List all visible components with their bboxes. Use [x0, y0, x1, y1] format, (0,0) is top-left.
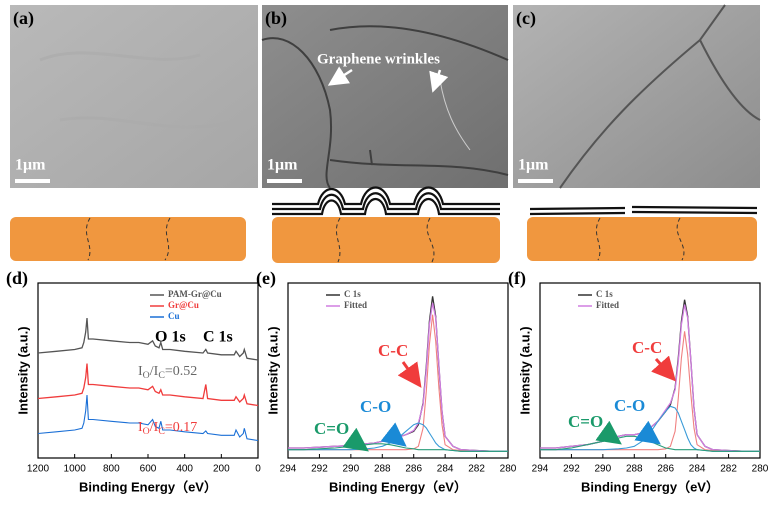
x-tick-label: 800 — [103, 464, 120, 475]
annotation-part: C — [158, 370, 165, 381]
annotation-part: O — [143, 426, 150, 437]
panel-label: (b) — [265, 8, 287, 29]
sem-image — [10, 5, 258, 188]
x-tick-label: 288 — [626, 464, 643, 475]
annotation-part: =0.52 — [165, 364, 197, 379]
plot-frame — [287, 282, 509, 459]
annotation: Graphene wrinkles — [317, 51, 440, 67]
copper — [272, 217, 500, 263]
copper — [527, 217, 757, 261]
x-tick-label: 400 — [176, 464, 193, 475]
x-tick-label: 0 — [255, 464, 261, 475]
plot-frame — [539, 282, 761, 459]
arrow — [327, 66, 353, 86]
x-axis-label: Binding Energy（eV） — [79, 479, 217, 494]
annotation: IO/IC=0.52 — [138, 364, 197, 381]
annotation: C=O — [568, 412, 603, 431]
y-axis-label: Intensity (a.u.) — [517, 326, 532, 414]
x-axis-label: Binding Energy（eV） — [581, 479, 719, 494]
schematics — [10, 186, 758, 263]
x-tick-label: 200 — [213, 464, 230, 475]
panel-label: (f) — [508, 268, 526, 289]
annotation-part: O — [143, 370, 150, 381]
annotation-part: I — [138, 364, 143, 379]
series-line — [37, 317, 259, 361]
x-tick-label: 282 — [468, 464, 485, 475]
x-tick-label: 292 — [563, 464, 580, 475]
annotation: IO/IC=0.17 — [138, 420, 197, 437]
copper — [10, 217, 246, 261]
scale-bar-label: 1μm — [267, 157, 298, 174]
scale-bar-label: 1μm — [518, 157, 549, 174]
legend-label: C 1s — [344, 289, 361, 299]
arrow — [634, 420, 661, 445]
scale-bar-label: 1μm — [15, 157, 46, 174]
panel-label: (a) — [13, 8, 34, 29]
x-tick-label: 294 — [532, 464, 549, 475]
arrow — [595, 420, 622, 445]
y-axis-label: Intensity (a.u.) — [265, 326, 280, 414]
legend-label: Fitted — [596, 300, 619, 310]
panel-label: (c) — [516, 8, 536, 29]
x-tick-label: 284 — [437, 464, 454, 475]
annotation: C-C — [378, 341, 408, 360]
series-line — [37, 394, 259, 442]
panel-label: (e) — [256, 268, 276, 289]
annotation-part: =0.17 — [165, 420, 197, 435]
annotation-part: I — [138, 420, 143, 435]
sem-images — [10, 4, 761, 189]
panel-label: (d) — [6, 268, 28, 289]
x-tick-label: 600 — [140, 464, 157, 475]
x-tick-label: 292 — [311, 464, 328, 475]
annotation: O 1s — [155, 329, 186, 346]
legend-label: Cu — [168, 311, 180, 321]
x-axis-label: Binding Energy（eV） — [329, 479, 467, 494]
x-tick-label: 286 — [657, 464, 674, 475]
x-tick-label: 280 — [500, 464, 517, 475]
legend-label: PAM-Gr@Cu — [168, 289, 222, 299]
annotation-part: /I — [150, 364, 159, 379]
annotation: C-O — [614, 396, 645, 415]
x-tick-label: 1000 — [64, 464, 87, 475]
annotation-part: C — [158, 426, 165, 437]
arrow — [397, 361, 422, 388]
arrow — [380, 422, 407, 447]
y-axis-label: Intensity (a.u.) — [15, 326, 30, 414]
x-tick-label: 294 — [280, 464, 297, 475]
x-tick-label: 290 — [595, 464, 612, 475]
annotation-part: /I — [150, 420, 159, 435]
annotation: C 1s — [203, 329, 233, 346]
arrow — [342, 427, 369, 452]
x-tick-label: 284 — [689, 464, 706, 475]
legend-label: C 1s — [596, 289, 613, 299]
x-tick-label: 288 — [374, 464, 391, 475]
x-tick-label: 282 — [720, 464, 737, 475]
x-tick-label: 1200 — [27, 464, 50, 475]
series-line — [37, 363, 259, 407]
x-tick-label: 280 — [752, 464, 769, 475]
legend-label: Fitted — [344, 300, 367, 310]
annotation: C-C — [632, 338, 662, 357]
annotation: C=O — [314, 419, 349, 438]
x-tick-label: 286 — [405, 464, 422, 475]
x-tick-label: 290 — [343, 464, 360, 475]
annotation: C-O — [360, 397, 391, 416]
arrow — [651, 355, 676, 382]
sem-image — [262, 5, 508, 188]
arrow — [429, 69, 449, 93]
legend-label: Gr@Cu — [168, 300, 199, 310]
